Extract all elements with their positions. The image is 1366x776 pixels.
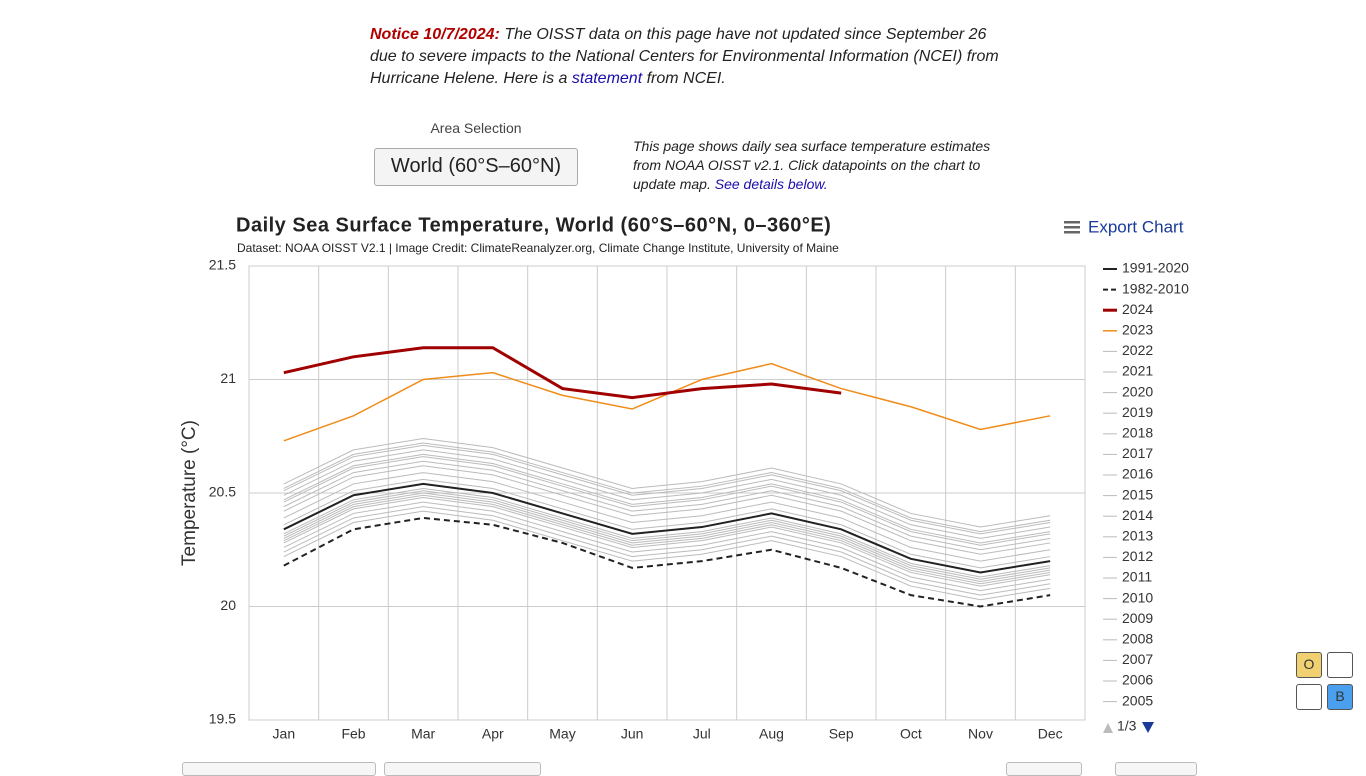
legend-next[interactable] bbox=[1142, 722, 1154, 733]
legend-prev[interactable] bbox=[1103, 723, 1113, 733]
chart-title: Daily Sea Surface Temperature, World (60… bbox=[236, 214, 831, 236]
series-line bbox=[283, 442, 1051, 533]
x-tick-label: Jun bbox=[621, 726, 644, 742]
x-tick-label: Nov bbox=[968, 726, 993, 742]
legend-label: 1982-2010 bbox=[1122, 280, 1189, 296]
series-line bbox=[283, 478, 1051, 569]
legend-label: 2021 bbox=[1122, 363, 1153, 379]
x-tick-label: Mar bbox=[411, 726, 435, 742]
series-line bbox=[283, 456, 1051, 546]
series-line bbox=[283, 472, 1051, 562]
legend-label: 2005 bbox=[1122, 692, 1153, 708]
description: This page shows daily sea surface temper… bbox=[633, 137, 1013, 194]
chart-subtitle: Dataset: NOAA OISST V2.1 | Image Credit:… bbox=[237, 241, 839, 255]
series-line bbox=[283, 510, 1051, 601]
notice-label: Notice 10/7/2024: bbox=[370, 26, 500, 43]
toggle-button[interactable]: B bbox=[1327, 684, 1353, 710]
series-line bbox=[283, 465, 1051, 555]
x-tick-label: Aug bbox=[759, 726, 784, 742]
legend-label: 2007 bbox=[1122, 651, 1153, 667]
legend-label: 1991-2020 bbox=[1122, 260, 1189, 276]
series-line bbox=[283, 346, 842, 400]
y-axis-title: Temperature (°C) bbox=[179, 420, 200, 566]
legend-label: 2015 bbox=[1122, 486, 1153, 502]
y-tick-label: 20 bbox=[220, 597, 236, 613]
export-menu-icon[interactable] bbox=[1064, 221, 1080, 234]
x-tick-label: Sep bbox=[829, 726, 854, 742]
series-line bbox=[283, 506, 1051, 596]
x-tick-label: Dec bbox=[1038, 726, 1063, 742]
legend-label: 2022 bbox=[1122, 342, 1153, 358]
toggle-button[interactable] bbox=[1296, 684, 1322, 710]
legend-label: 2020 bbox=[1122, 383, 1153, 399]
legend-label: 2016 bbox=[1122, 466, 1153, 482]
export-chart[interactable]: Export Chart bbox=[1088, 217, 1184, 236]
series-line bbox=[283, 482, 1051, 574]
legend-label: 2010 bbox=[1122, 589, 1153, 605]
legend-label: 2008 bbox=[1122, 631, 1153, 647]
legend-label: 2023 bbox=[1122, 322, 1153, 338]
details-link[interactable]: See details below. bbox=[714, 176, 828, 192]
series-line bbox=[283, 460, 1051, 551]
notice-text: from NCEI. bbox=[646, 70, 726, 87]
legend-label: 2018 bbox=[1122, 425, 1153, 441]
toggle-button[interactable]: O bbox=[1296, 652, 1322, 678]
series-line bbox=[283, 453, 1051, 544]
series-line bbox=[283, 449, 1051, 539]
series-line bbox=[283, 438, 1051, 528]
legend-label: 2024 bbox=[1122, 301, 1153, 317]
legend-label: 2011 bbox=[1122, 569, 1152, 585]
y-tick-label: 21.5 bbox=[209, 257, 236, 273]
series-line bbox=[283, 487, 1051, 578]
y-tick-label: 19.5 bbox=[209, 711, 236, 727]
legend-label: 2012 bbox=[1122, 548, 1153, 564]
legend-label: 2006 bbox=[1122, 672, 1153, 688]
area-label: Area Selection bbox=[430, 120, 522, 136]
x-tick-label: Apr bbox=[482, 726, 504, 742]
x-tick-label: Feb bbox=[341, 726, 365, 742]
legend-label: 2014 bbox=[1122, 507, 1153, 523]
x-tick-label: Oct bbox=[900, 726, 922, 742]
toggle-button[interactable] bbox=[1327, 652, 1353, 678]
y-tick-label: 20.5 bbox=[209, 484, 236, 500]
notice-text: The OISST data on this page have not upd… bbox=[370, 26, 999, 87]
series-line bbox=[283, 494, 1051, 585]
area-select[interactable]: World (60°S–60°N) bbox=[374, 148, 578, 186]
notice: Notice 10/7/2024: The OISST data on this… bbox=[370, 24, 1010, 90]
series-line bbox=[283, 444, 1051, 535]
legend-label: 2017 bbox=[1122, 445, 1153, 461]
description-text: This page shows daily sea surface temper… bbox=[633, 138, 991, 192]
series-line bbox=[283, 492, 1051, 583]
legend-pager: 1/3 bbox=[1117, 718, 1137, 734]
statement-link[interactable]: statement bbox=[571, 70, 643, 87]
x-tick-label: Jan bbox=[273, 726, 296, 742]
legend-label: 2009 bbox=[1122, 610, 1153, 626]
legend-label: 2013 bbox=[1122, 528, 1153, 544]
series-line bbox=[283, 497, 1051, 587]
x-tick-label: May bbox=[549, 726, 575, 742]
y-tick-label: 21 bbox=[220, 370, 236, 386]
series-line bbox=[283, 516, 1051, 608]
legend-label: 2019 bbox=[1122, 404, 1153, 420]
series-line bbox=[283, 490, 1051, 580]
series-line bbox=[283, 501, 1051, 592]
x-tick-label: Jul bbox=[693, 726, 711, 742]
